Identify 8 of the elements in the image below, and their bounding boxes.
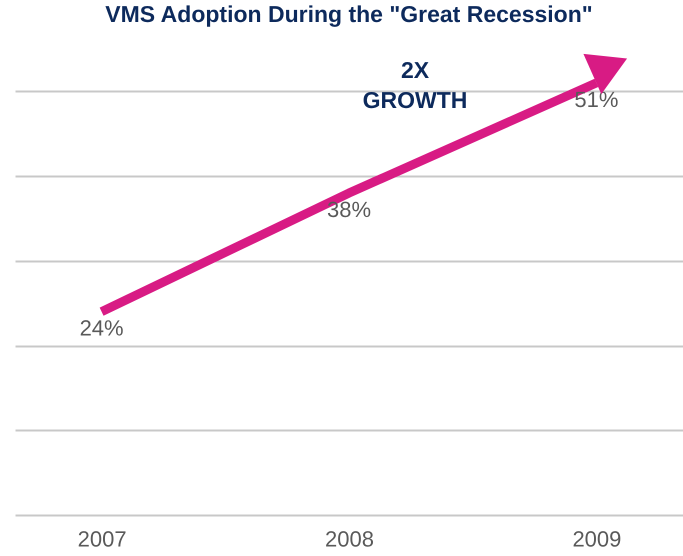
chart-title: VMS Adoption During the "Great Recession": [105, 1, 593, 27]
x-tick-label: 2008: [325, 526, 374, 552]
data-label: 24%: [80, 316, 124, 341]
annotation: 2X GROWTH: [362, 57, 468, 113]
data-label: 51%: [574, 86, 618, 112]
x-tick-label: 2007: [78, 526, 127, 552]
x-tick-label: 2009: [572, 526, 622, 552]
data-label: 38%: [326, 197, 372, 222]
